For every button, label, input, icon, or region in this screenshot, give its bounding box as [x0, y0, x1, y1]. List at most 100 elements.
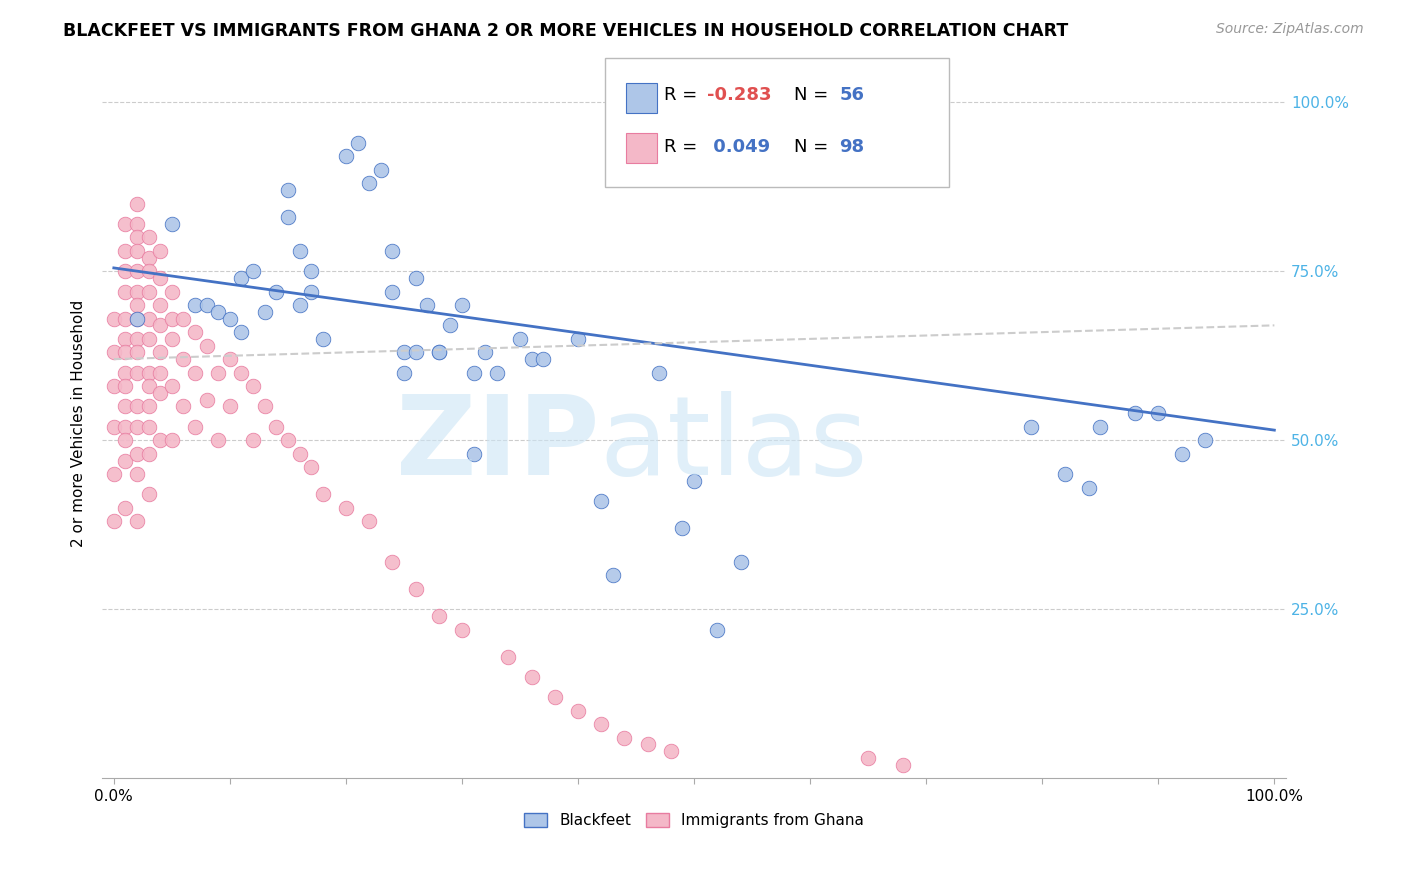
Point [125, 311, 148, 326]
Point [474, 345, 496, 359]
Point [683, 474, 706, 488]
Point [195, 392, 218, 407]
Text: Source: ZipAtlas.com: Source: ZipAtlas.com [1216, 22, 1364, 37]
Point [405, 582, 427, 596]
Point [613, 731, 636, 745]
Point [299, 460, 322, 475]
Point [149, 298, 172, 312]
Point [125, 196, 148, 211]
Point [195, 338, 218, 352]
Point [427, 345, 450, 359]
Point [1123, 406, 1146, 420]
Point [125, 366, 148, 380]
Point [1054, 467, 1077, 481]
Point [277, 434, 299, 448]
Point [242, 434, 264, 448]
Point [531, 352, 554, 367]
Point [114, 244, 136, 258]
Point [856, 751, 879, 765]
Point [498, 649, 520, 664]
Point [359, 515, 381, 529]
Point [288, 244, 311, 258]
Point [1077, 481, 1099, 495]
Text: 0.049: 0.049 [707, 138, 770, 156]
Point [370, 162, 392, 177]
Point [253, 400, 276, 414]
Point [416, 298, 439, 312]
Point [253, 305, 276, 319]
Point [381, 285, 404, 299]
Point [138, 487, 160, 501]
Point [114, 345, 136, 359]
Point [160, 311, 183, 326]
Point [125, 345, 148, 359]
Point [184, 366, 207, 380]
Point [242, 264, 264, 278]
Point [114, 500, 136, 515]
Point [637, 738, 659, 752]
Point [138, 379, 160, 393]
Point [172, 352, 194, 367]
Point [160, 434, 183, 448]
Point [160, 379, 183, 393]
Point [266, 419, 288, 434]
Legend: Blackfeet, Immigrants from Ghana: Blackfeet, Immigrants from Ghana [517, 807, 870, 834]
Point [184, 325, 207, 339]
Point [160, 332, 183, 346]
Point [138, 285, 160, 299]
Point [114, 264, 136, 278]
Point [288, 298, 311, 312]
Text: R =: R = [664, 87, 703, 104]
Point [125, 419, 148, 434]
Point [706, 623, 728, 637]
Point [277, 211, 299, 225]
Text: N =: N = [794, 87, 834, 104]
Point [427, 609, 450, 624]
Point [299, 264, 322, 278]
Point [149, 366, 172, 380]
Point [138, 230, 160, 244]
Point [405, 345, 427, 359]
Point [591, 717, 613, 731]
Point [218, 352, 240, 367]
Point [114, 311, 136, 326]
Text: 56: 56 [839, 87, 865, 104]
Point [392, 366, 415, 380]
Point [335, 500, 357, 515]
Point [114, 332, 136, 346]
Point [312, 487, 335, 501]
Point [149, 271, 172, 285]
Y-axis label: 2 or more Vehicles in Household: 2 or more Vehicles in Household [72, 300, 86, 547]
Point [138, 419, 160, 434]
Point [231, 325, 253, 339]
Point [125, 217, 148, 231]
Point [138, 251, 160, 265]
Point [207, 434, 229, 448]
Point [149, 434, 172, 448]
Text: ZIP: ZIP [396, 392, 599, 498]
Point [451, 298, 474, 312]
Point [125, 230, 148, 244]
Point [648, 366, 671, 380]
Point [485, 366, 508, 380]
Point [381, 555, 404, 569]
Point [114, 419, 136, 434]
Point [288, 447, 311, 461]
Point [103, 515, 125, 529]
Point [138, 447, 160, 461]
Point [359, 177, 381, 191]
Point [125, 264, 148, 278]
Point [659, 744, 682, 758]
Point [346, 136, 368, 150]
Point [138, 311, 160, 326]
Point [114, 285, 136, 299]
Point [149, 318, 172, 333]
Point [114, 217, 136, 231]
Point [463, 366, 485, 380]
Point [439, 318, 461, 333]
Point [392, 345, 415, 359]
Point [149, 386, 172, 401]
Point [1019, 419, 1042, 434]
Point [277, 183, 299, 197]
Point [114, 400, 136, 414]
